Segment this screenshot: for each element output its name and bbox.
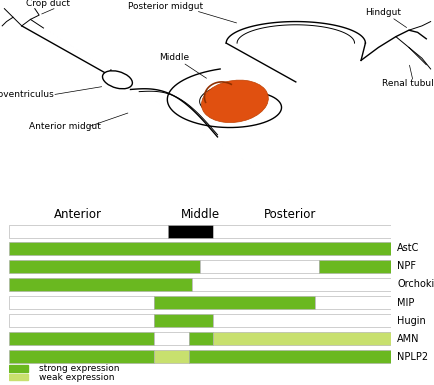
Bar: [213, 332, 391, 345]
Text: NPF: NPF: [396, 261, 415, 271]
Bar: [314, 296, 391, 309]
Bar: [154, 350, 188, 363]
Bar: [9, 296, 154, 309]
Text: MIP: MIP: [396, 298, 414, 308]
Bar: [154, 332, 188, 345]
Bar: [9, 314, 154, 327]
Text: Proventriculus: Proventriculus: [0, 90, 54, 99]
Bar: [9, 278, 192, 291]
Bar: [188, 332, 213, 345]
Bar: [9, 225, 167, 238]
Text: Hindgut: Hindgut: [364, 8, 400, 17]
Text: Posterior: Posterior: [263, 208, 316, 221]
Bar: [9, 332, 154, 345]
Bar: [213, 225, 391, 238]
Bar: [200, 260, 318, 273]
Text: NPLP2: NPLP2: [396, 352, 427, 362]
Bar: [154, 314, 213, 327]
Text: Posterior midgut: Posterior midgut: [128, 2, 202, 11]
Text: Crop duct: Crop duct: [26, 0, 70, 8]
Bar: [213, 314, 391, 327]
Text: weak expression: weak expression: [39, 373, 115, 382]
Bar: [192, 278, 391, 291]
Text: Hugin: Hugin: [396, 316, 425, 326]
Bar: [9, 374, 28, 380]
Bar: [9, 242, 391, 255]
Text: Middle: Middle: [158, 54, 189, 62]
Bar: [154, 296, 314, 309]
Ellipse shape: [102, 71, 132, 89]
Bar: [318, 260, 391, 273]
Text: Anterior midgut: Anterior midgut: [29, 122, 101, 131]
Bar: [9, 350, 154, 363]
Text: AMN: AMN: [396, 334, 419, 344]
Bar: [9, 260, 200, 273]
Bar: [167, 225, 213, 238]
Text: strong expression: strong expression: [39, 364, 119, 373]
Text: Orchokinin: Orchokinin: [396, 280, 434, 290]
Ellipse shape: [201, 80, 268, 122]
Bar: [188, 350, 391, 363]
Text: Renal tubules: Renal tubules: [381, 79, 434, 88]
Bar: [9, 365, 28, 372]
Text: Middle: Middle: [180, 208, 219, 221]
Text: AstC: AstC: [396, 243, 419, 253]
Text: Anterior: Anterior: [53, 208, 102, 221]
